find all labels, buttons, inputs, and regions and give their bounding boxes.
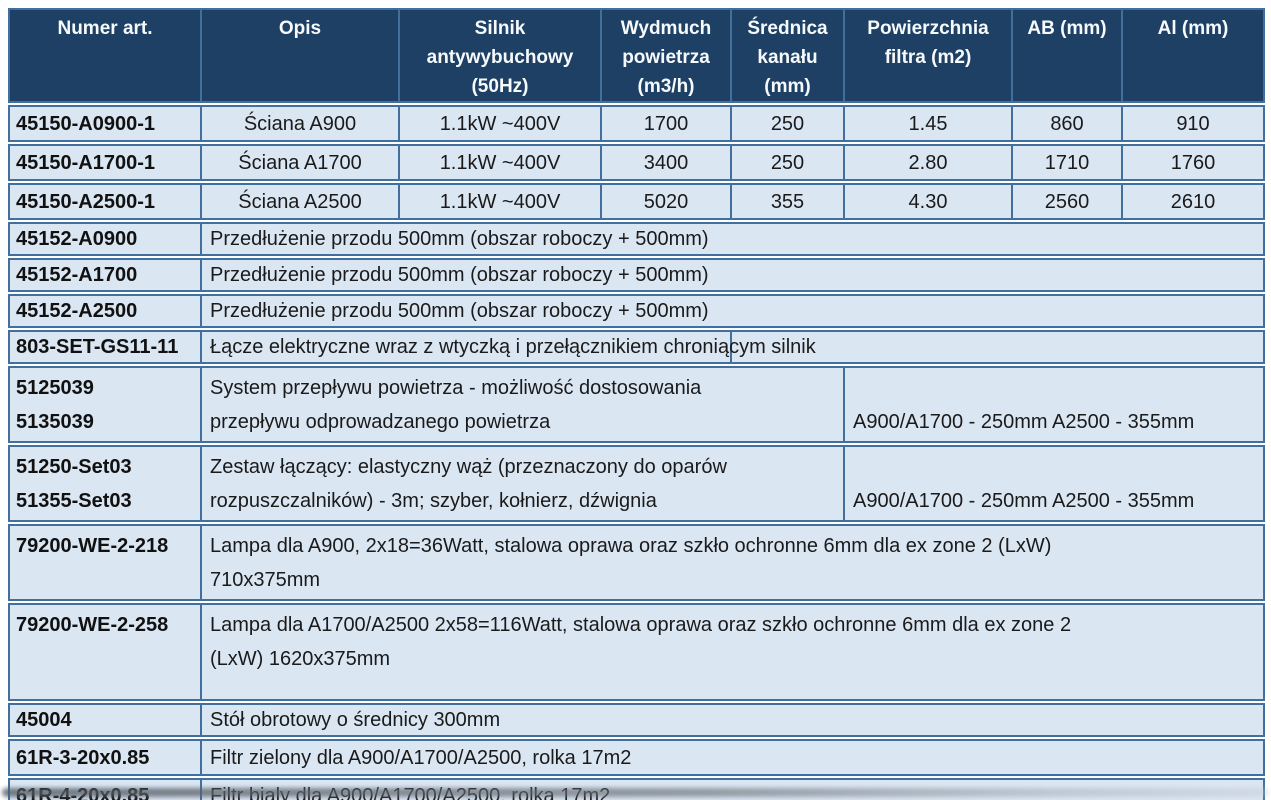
table-row: 45152-A2500 Przedłużenie przodu 500mm (o…	[8, 294, 1265, 328]
al-cell: 910	[1123, 105, 1265, 142]
description-cell: Lampa dla A1700/A2500 2x58=116Watt, stal…	[202, 603, 1265, 701]
description-cell: Zestaw łączący: elastyczny wąż (przeznac…	[202, 445, 845, 522]
article-number-cell: 45152-A0900	[8, 222, 202, 256]
al-cell: 1760	[1123, 144, 1265, 181]
description-cell: Ściana A1700	[202, 144, 400, 181]
description-cell: Ściana A900	[202, 105, 400, 142]
ab-cell: 1710	[1013, 144, 1123, 181]
table-row: 45004 Stół obrotowy o średnicy 300mm	[8, 703, 1265, 737]
description-cell: Przedłużenie przodu 500mm (obszar robocz…	[202, 222, 1265, 256]
duct-diameter-cell: 355	[732, 183, 845, 220]
table-row: 45152-A1700 Przedłużenie przodu 500mm (o…	[8, 258, 1265, 292]
description-cell: Filtr zielony dla A900/A1700/A2500, rolk…	[202, 739, 1265, 776]
table-row: 61R-3-20x0.85 Filtr zielony dla A900/A17…	[8, 739, 1265, 776]
note-cell: A900/A1700 - 250mm A2500 - 355mm	[845, 366, 1265, 443]
article-number-cell: 45004	[8, 703, 202, 737]
motor-cell: 1.1kW ~400V	[400, 144, 602, 181]
table-row: 45150-A0900-1 Ściana A900 1.1kW ~400V 17…	[8, 105, 1265, 142]
motor-cell: 1.1kW ~400V	[400, 105, 602, 142]
table-row: 79200-WE-2-258 Lampa dla A1700/A2500 2x5…	[8, 603, 1265, 701]
column-header-al: Al (mm)	[1123, 8, 1265, 103]
table-row: 45150-A1700-1 Ściana A1700 1.1kW ~400V 3…	[8, 144, 1265, 181]
column-header-ab: AB (mm)	[1013, 8, 1123, 103]
article-number-cell: 45152-A1700	[8, 258, 202, 292]
product-spec-table: Numer art. Opis Silnik antywybuchowy (50…	[8, 6, 1265, 800]
al-cell: 2610	[1123, 183, 1265, 220]
column-header-article-number: Numer art.	[8, 8, 202, 103]
table-row: 79200-WE-2-218 Lampa dla A900, 2x18=36Wa…	[8, 524, 1265, 601]
article-number-cell: 45150-A0900-1	[8, 105, 202, 142]
column-header-filter-area: Powierzchnia filtra (m2)	[845, 8, 1013, 103]
table-row: 51250-Set03 51355-Set03 Zestaw łączący: …	[8, 445, 1265, 522]
air-exhaust-cell: 3400	[602, 144, 732, 181]
article-number-cell: 45150-A1700-1	[8, 144, 202, 181]
bottom-shadow-decoration	[2, 788, 1269, 797]
table-row: 5125039 5135039 System przepływu powietr…	[8, 366, 1265, 443]
article-number-cell: 61R-3-20x0.85	[8, 739, 202, 776]
filter-area-cell: 2.80	[845, 144, 1013, 181]
ab-cell: 860	[1013, 105, 1123, 142]
description-cell: Łącze elektryczne wraz z wtyczką i przeł…	[202, 330, 816, 364]
duct-diameter-cell: 250	[732, 144, 845, 181]
duct-diameter-cell: 250	[732, 105, 845, 142]
description-cell: System przepływu powietrza - możliwość d…	[202, 366, 845, 443]
column-header-description: Opis	[202, 8, 400, 103]
article-number-cell: 79200-WE-2-258	[8, 603, 202, 701]
air-exhaust-cell: 5020	[602, 183, 732, 220]
note-cell: A900/A1700 - 250mm A2500 - 355mm	[845, 445, 1265, 522]
table-row: 45152-A0900 Przedłużenie przodu 500mm (o…	[8, 222, 1265, 256]
description-cell: Lampa dla A900, 2x18=36Watt, stalowa opr…	[202, 524, 1265, 601]
description-cell: Stół obrotowy o średnicy 300mm	[202, 703, 1265, 737]
table-row: 45150-A2500-1 Ściana A2500 1.1kW ~400V 5…	[8, 183, 1265, 220]
article-number-cell: 79200-WE-2-218	[8, 524, 202, 601]
ab-cell: 2560	[1013, 183, 1123, 220]
table-row: 803-SET-GS11-11 Łącze elektryczne wraz z…	[8, 330, 1265, 364]
article-number-cell: 5125039 5135039	[8, 366, 202, 443]
article-number-cell: 45150-A2500-1	[8, 183, 202, 220]
column-header-motor: Silnik antywybuchowy (50Hz)	[400, 8, 602, 103]
filter-area-cell: 4.30	[845, 183, 1013, 220]
description-cell: Przedłużenie przodu 500mm (obszar robocz…	[202, 258, 1265, 292]
column-header-air-exhaust: Wydmuch powietrza (m3/h)	[602, 8, 732, 103]
empty-cell	[732, 330, 1265, 364]
article-number-cell: 45152-A2500	[8, 294, 202, 328]
article-number-cell: 803-SET-GS11-11	[8, 330, 202, 364]
header-row: Numer art. Opis Silnik antywybuchowy (50…	[8, 8, 1265, 103]
article-number-cell: 51250-Set03 51355-Set03	[8, 445, 202, 522]
column-header-duct-diameter: Średnica kanału (mm)	[732, 8, 845, 103]
description-cell: Ściana A2500	[202, 183, 400, 220]
filter-area-cell: 1.45	[845, 105, 1013, 142]
motor-cell: 1.1kW ~400V	[400, 183, 602, 220]
description-cell: Przedłużenie przodu 500mm (obszar robocz…	[202, 294, 1265, 328]
air-exhaust-cell: 1700	[602, 105, 732, 142]
